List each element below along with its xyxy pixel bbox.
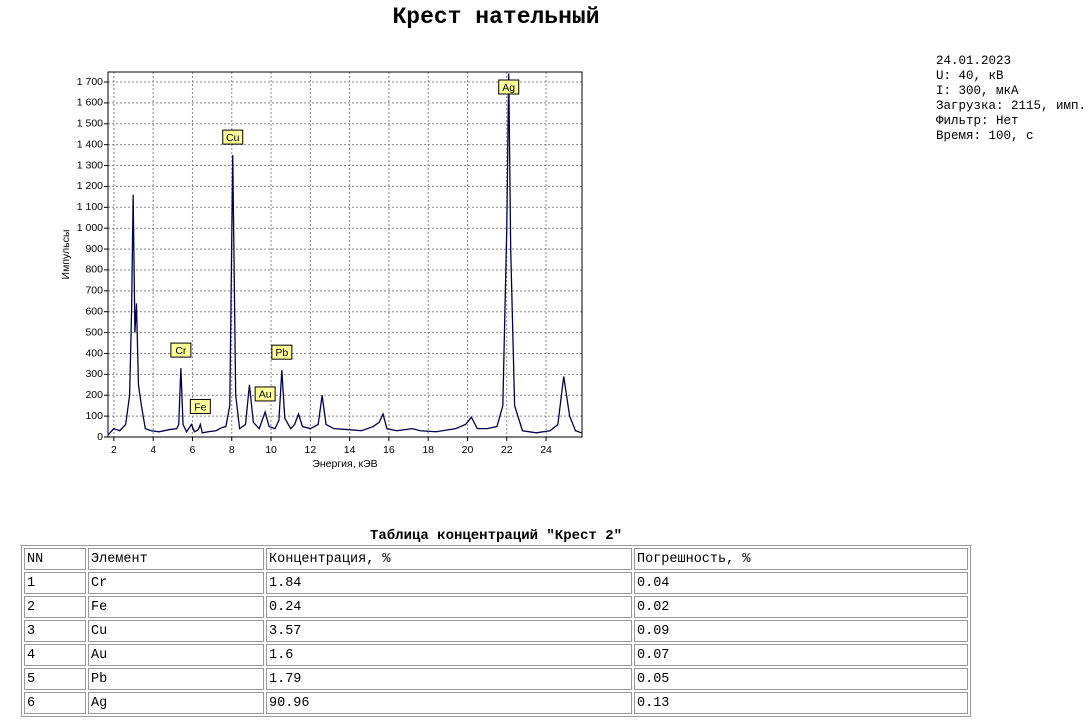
x-tick-label: 24 (540, 444, 552, 456)
x-tick-label: 18 (422, 444, 434, 456)
y-tick-label: 200 (85, 389, 103, 401)
peak-label: Cu (222, 129, 244, 145)
info-line: 24.01.2023 (936, 54, 1012, 68)
y-tick-label: 800 (85, 264, 103, 276)
peak-label-text: Ag (502, 82, 515, 94)
table-cell: Ag (88, 692, 264, 714)
table-row: 1 Cr 1.84 0.04 (24, 572, 968, 594)
info-line: I: 300, мкА (936, 84, 1019, 98)
peak-label: Ag (498, 79, 520, 95)
table-row: 5 Pb 1.79 0.05 (24, 668, 968, 690)
y-tick-label: 1 300 (77, 159, 103, 171)
y-tick-label: 1 500 (77, 118, 103, 130)
peak-label-box (271, 344, 293, 360)
x-axis-label: Энергия, кЭВ (312, 458, 377, 470)
y-tick-label: 1 000 (77, 222, 103, 234)
info-line: Фильтр: Нет (936, 114, 1019, 128)
peak-label-text: Cr (175, 345, 187, 357)
peak-label: Au (254, 386, 276, 402)
table-cell: Погрешность, % (634, 548, 968, 570)
peak-label-box (222, 129, 244, 145)
y-axis-label: Импульсы (60, 230, 72, 280)
peak-label-box (498, 79, 520, 95)
table-row: 3 Cu 3.57 0.09 (24, 620, 968, 642)
table-cell: 6 (24, 692, 86, 714)
table-cell: Cr (88, 572, 264, 594)
peak-label-text: Au (259, 389, 272, 401)
info-line: Загрузка: 2115, имп. (936, 99, 1087, 113)
table-row: 4 Au 1.6 0.07 (24, 644, 968, 666)
x-tick-label: 10 (265, 444, 277, 456)
table-cell: 1.6 (266, 644, 632, 666)
title: Крест нательный (392, 4, 600, 30)
y-tick-label: 1 600 (77, 97, 103, 109)
table-cell: 0.09 (634, 620, 968, 642)
table-row: 2 Fe 0.24 0.02 (24, 596, 968, 618)
peak-label-text: Cu (226, 132, 240, 144)
info-line: U: 40, кВ (936, 69, 1004, 83)
y-tick-label: 600 (85, 305, 103, 317)
table-cell: 1 (24, 572, 86, 594)
table-cell: 0.04 (634, 572, 968, 594)
peak-label-text: Fe (194, 401, 206, 413)
x-tick-label: 4 (150, 444, 156, 456)
peak-label-box (170, 342, 192, 358)
y-tick-label: 0 (97, 431, 103, 443)
y-tick-label: 400 (85, 347, 103, 359)
y-tick-label: 300 (85, 368, 103, 380)
plot-frame (107, 71, 583, 438)
y-tick-label: 700 (85, 285, 103, 297)
x-tick-label: 20 (462, 444, 474, 456)
peak-label: Cr (170, 342, 192, 358)
x-tick-label: 2 (111, 444, 117, 456)
y-tick-label: 1 100 (77, 201, 103, 213)
y-tick-label: 900 (85, 243, 103, 255)
table-cell: 2 (24, 596, 86, 618)
x-tick-label: 6 (190, 444, 196, 456)
table-cell: 1.84 (266, 572, 632, 594)
chart: 0 100 200 300 400 500 600 700 800 900 1 000 1 100 1 … (60, 71, 583, 470)
peak-label: Fe (189, 398, 211, 414)
spectrum-line (107, 73, 582, 436)
table-cell: Au (88, 644, 264, 666)
x-tick-label: 14 (344, 444, 356, 456)
x-tick-label: 8 (229, 444, 235, 456)
table-cell: Fe (88, 596, 264, 618)
info: 24.01.2023 U: 40, кВ I: 300, мкА Загрузка: … (936, 54, 1091, 144)
x-tick-label: 22 (501, 444, 513, 456)
table-cell: 0.02 (634, 596, 968, 618)
peak-label: Pb (271, 344, 293, 360)
table-cell: 0.24 (266, 596, 632, 618)
table-cell: 1.79 (266, 668, 632, 690)
table-cell: Pb (88, 668, 264, 690)
peak-label-text: Pb (275, 347, 288, 359)
peak-label-box (189, 398, 211, 414)
y-tick-label: 500 (85, 326, 103, 338)
x-tick-label: 16 (383, 444, 395, 456)
y-tick-label: 100 (85, 410, 103, 422)
info-line: Время: 100, с (936, 129, 1034, 143)
y-tick-label: 1 700 (77, 76, 103, 88)
table-cell: 0.13 (634, 692, 968, 714)
table-cell: NN (24, 548, 86, 570)
table-cell: 5 (24, 668, 86, 690)
table-cell: 0.05 (634, 668, 968, 690)
x-tick-label: 12 (304, 444, 316, 456)
table-title: Таблица концентраций "Крест 2" (369, 528, 623, 544)
table-cell: 90.96 (266, 692, 632, 714)
table-cell: Элемент (88, 548, 264, 570)
table-row: 6 Ag 90.96 0.13 (24, 692, 968, 714)
table-cell: Cu (88, 620, 264, 642)
table-cell: 4 (24, 644, 86, 666)
table-cell: 3.57 (266, 620, 632, 642)
table-cell: Концентрация, % (266, 548, 632, 570)
table-cell: 3 (24, 620, 86, 642)
table-cell: 0.07 (634, 644, 968, 666)
y-tick-label: 1 400 (77, 138, 103, 150)
peak-label-box (254, 386, 276, 402)
y-tick-label: 1 200 (77, 180, 103, 192)
table-row: NN Элемент Концентрация, % Погрешность, % (24, 548, 968, 570)
table: NN Элемент Концентрация, % Погрешность, % 1 C… (21, 545, 971, 717)
